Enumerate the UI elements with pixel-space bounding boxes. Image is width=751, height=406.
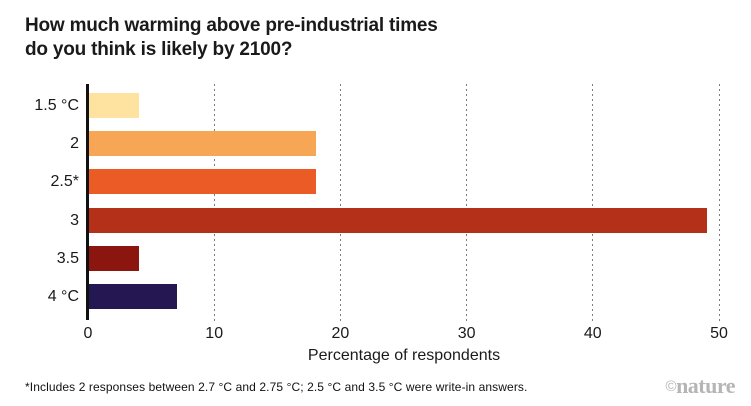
gridline-x-10 [213,84,216,324]
x-tick-label-0: 0 [83,325,93,342]
y-category-label: 4 °C [47,288,79,305]
gridline-x-50 [718,84,720,324]
chart-title-line1: How much warming above pre-industrial ti… [25,15,438,36]
y-category-label: 3.5 [56,249,79,267]
x-tick-label-40: 40 [583,325,602,342]
copyright-icon: © [665,378,677,395]
bar-2 [89,131,317,157]
y-category-label: 3 [70,211,79,229]
nature-logo: ©nature [666,373,736,399]
x-tick-label-50: 50 [710,325,728,342]
y-axis-line [86,84,89,320]
gridline-x-20 [339,84,342,324]
nature-logo-text: nature [676,373,735,398]
y-category-label: 2 [70,135,79,153]
y-category-label: 1.5 °C [34,97,79,114]
bar-1.5 [89,93,140,118]
bar-3.5 [89,245,140,271]
gridline-x-30 [465,84,468,324]
bar-4 [89,284,178,309]
x-tick-label-30: 30 [457,325,476,342]
chart-title-line2: do you think is likely by 2100? [25,39,293,60]
x-axis-label: Percentage of respondents [307,347,501,364]
x-tick-label-20: 20 [331,325,350,342]
gridline-x-40 [591,84,594,324]
bar-3 [89,207,708,233]
y-category-label: 2.5* [50,173,79,191]
chart-title: How much warming above pre-industrial ti… [25,14,438,62]
footnote: *Includes 2 responses between 2.7 °C and… [25,380,528,394]
bar-2.5 [89,169,317,195]
x-tick-label-10: 10 [205,325,224,342]
